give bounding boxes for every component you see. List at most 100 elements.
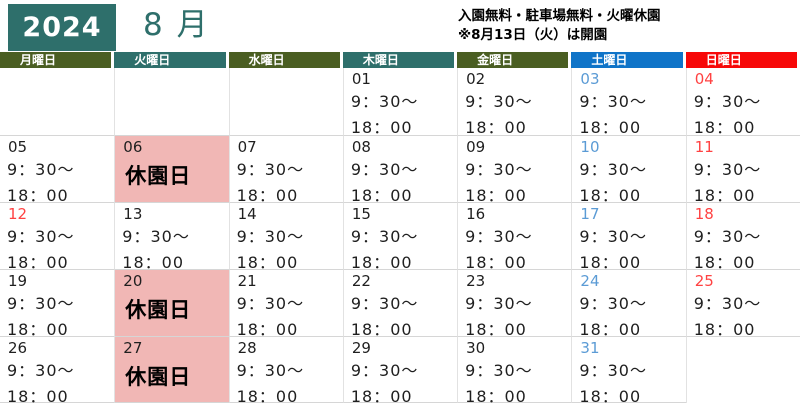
date-number: 15 xyxy=(351,205,371,223)
close-time: 18：00 xyxy=(350,253,413,272)
day-cell-19: 19 9：30～ 18：00 xyxy=(0,269,115,339)
day-cell-05: 05 9：30～ 18：00 xyxy=(0,135,115,205)
open-time: 9：30～ xyxy=(465,294,533,313)
weekday-header-saturday: 土曜日 xyxy=(571,52,683,68)
day-cell-10: 10 9：30～ 18：00 xyxy=(571,135,686,205)
day-cell-26: 26 9：30～ 18：00 xyxy=(0,336,115,406)
open-time: 9：30～ xyxy=(465,361,533,380)
close-time: 18：00 xyxy=(236,253,299,272)
notice-line-1: 入園無料・駐車場無料・火曜休園 xyxy=(458,8,661,24)
page-header: 2024 8 月 入園無料・駐車場無料・火曜休園 ※8月13日（火）は開園 xyxy=(0,0,800,52)
close-time: 18：00 xyxy=(350,118,413,137)
date-number: 31 xyxy=(580,339,600,357)
date-number: 29 xyxy=(351,339,371,357)
weekday-header-wednesday: 水曜日 xyxy=(228,52,340,68)
day-cell-09: 09 9：30～ 18：00 xyxy=(457,135,572,205)
day-cell-23: 23 9：30～ 18：00 xyxy=(457,269,572,339)
day-cell-12: 12 9：30～ 18：00 xyxy=(0,202,115,272)
close-time: 18：00 xyxy=(693,186,756,205)
weekday-header-sunday: 日曜日 xyxy=(685,52,797,68)
close-time: 18：00 xyxy=(7,387,69,406)
date-number: 09 xyxy=(466,138,486,156)
close-time: 18：00 xyxy=(465,387,527,406)
open-time: 9：30～ xyxy=(693,160,762,179)
weekday-header-friday: 金曜日 xyxy=(457,52,569,68)
open-time: 9：30～ xyxy=(236,227,305,246)
date-number: 01 xyxy=(351,70,371,88)
date-number: 28 xyxy=(237,339,257,357)
closed-day-label: 休園日 xyxy=(125,365,192,389)
empty-cell xyxy=(685,336,800,403)
open-time: 9：30～ xyxy=(465,227,533,246)
close-time: 18：00 xyxy=(579,186,642,205)
date-number: 23 xyxy=(466,272,486,290)
close-time: 18：00 xyxy=(579,118,642,137)
open-time: 9：30～ xyxy=(350,294,419,313)
close-time: 18：00 xyxy=(236,186,299,205)
date-number: 04 xyxy=(694,70,714,88)
close-time: 18：00 xyxy=(693,253,756,272)
open-time: 9：30～ xyxy=(579,294,647,313)
notice-line-2: ※8月13日（火）は開園 xyxy=(458,27,608,43)
day-cell-31: 31 9：30～ 18：00 xyxy=(571,336,686,406)
open-time: 9：30～ xyxy=(579,92,647,111)
weekday-header-tuesday: 火曜日 xyxy=(114,52,226,68)
open-time: 9：30～ xyxy=(7,361,75,380)
date-number: 11 xyxy=(694,138,714,156)
closed-day-label: 休園日 xyxy=(125,298,192,322)
close-time: 18：00 xyxy=(236,387,299,406)
close-time: 18：00 xyxy=(579,253,642,272)
day-cell-18: 18 9：30～ 18：00 xyxy=(685,202,800,272)
date-number: 18 xyxy=(694,205,714,223)
date-number: 20 xyxy=(123,272,143,290)
day-cell-22: 22 9：30～ 18：00 xyxy=(342,269,458,339)
open-time: 9：30～ xyxy=(693,294,762,313)
date-number: 30 xyxy=(466,339,486,357)
open-time: 9：30～ xyxy=(350,361,419,380)
day-cell-25: 25 9：30～ 18：00 xyxy=(685,269,800,339)
empty-cell xyxy=(114,68,229,135)
date-number: 14 xyxy=(237,205,257,223)
open-time: 9：30～ xyxy=(693,92,762,111)
open-time: 9：30～ xyxy=(350,160,419,179)
day-cell-04: 04 9：30～ 18：00 xyxy=(685,68,800,137)
date-number: 16 xyxy=(466,205,486,223)
open-time: 9：30～ xyxy=(465,160,533,179)
year-badge: 2024 xyxy=(8,4,116,51)
close-time: 18：00 xyxy=(236,320,299,339)
close-time: 18：00 xyxy=(7,253,69,272)
day-cell-24: 24 9：30～ 18：00 xyxy=(571,269,686,339)
close-time: 18：00 xyxy=(350,320,413,339)
day-cell-16: 16 9：30～ 18：00 xyxy=(457,202,572,272)
day-cell-02: 02 9：30～ 18：00 xyxy=(457,68,572,137)
day-cell-01: 01 9：30～ 18：00 xyxy=(342,68,458,137)
day-cell-29: 29 9：30～ 18：00 xyxy=(342,336,458,406)
open-time: 9：30～ xyxy=(236,294,305,313)
close-time: 18：00 xyxy=(465,320,527,339)
open-time: 9：30～ xyxy=(122,227,190,246)
day-cell-21: 21 9：30～ 18：00 xyxy=(228,269,343,339)
day-cell-06: 06 休園日 xyxy=(114,135,229,202)
open-time: 9：30～ xyxy=(465,92,533,111)
open-time: 9：30～ xyxy=(693,227,762,246)
day-cell-28: 28 9：30～ 18：00 xyxy=(228,336,343,406)
date-number: 06 xyxy=(123,138,143,156)
close-time: 18：00 xyxy=(7,186,69,205)
weekday-header-thursday: 木曜日 xyxy=(342,52,455,68)
date-number: 13 xyxy=(123,205,143,223)
open-time: 9：30～ xyxy=(7,294,75,313)
date-number: 12 xyxy=(8,205,28,223)
date-number: 19 xyxy=(8,272,28,290)
day-cell-08: 08 9：30～ 18：00 xyxy=(342,135,458,205)
close-time: 18：00 xyxy=(7,320,69,339)
close-time: 18：00 xyxy=(579,387,642,406)
close-time: 18：00 xyxy=(350,387,413,406)
date-number: 26 xyxy=(8,339,28,357)
close-time: 18：00 xyxy=(693,118,756,137)
month-title: 8 月 xyxy=(143,7,210,43)
open-time: 9：30～ xyxy=(236,160,305,179)
date-number: 21 xyxy=(237,272,257,290)
date-number: 03 xyxy=(580,70,600,88)
date-number: 22 xyxy=(351,272,371,290)
